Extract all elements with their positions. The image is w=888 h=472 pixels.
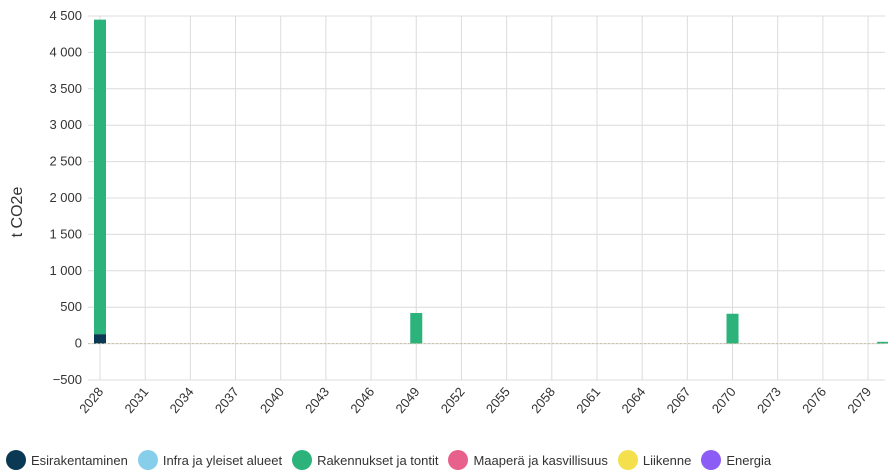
y-tick-label: 3 000 xyxy=(49,117,82,132)
x-tick-label: 2031 xyxy=(121,384,151,416)
legend: Esirakentaminen Infra ja yleiset alueet Ra… xyxy=(0,448,888,472)
legend-label: Energia xyxy=(726,452,772,468)
x-tick-label: 2076 xyxy=(799,384,829,416)
x-tick-label: 2073 xyxy=(754,384,784,416)
x-axis-ticks: 2028 2031 2034 2037 2040 2043 2046 2049 2052 2055… xyxy=(76,384,874,416)
y-tick-label: 4 500 xyxy=(49,8,82,23)
legend-label: Maaperä ja kasvillisuus xyxy=(473,452,608,468)
y-tick-label: 2 000 xyxy=(49,190,82,205)
x-tick-label: 2034 xyxy=(167,384,197,416)
legend-label: Esirakentaminen xyxy=(31,452,128,468)
bar-2080 xyxy=(877,341,888,344)
y-axis-ticks: 4 500 4 000 3 500 3 000 2 500 2 000 1 500 1 000… xyxy=(49,8,82,387)
x-tick-label: 2067 xyxy=(664,384,694,416)
y-tick-label: 3 500 xyxy=(49,81,82,96)
legend-swatch xyxy=(617,450,638,470)
x-tick-label: 2046 xyxy=(347,384,377,416)
bar-2049 xyxy=(410,313,423,344)
y-axis-label: t CO2e xyxy=(9,187,26,238)
legend-item[interactable]: Maaperä ja kasvillisuus xyxy=(448,450,608,470)
y-tick-label: 1 000 xyxy=(49,263,82,278)
bar-2028 xyxy=(94,334,106,344)
y-tick-label: 0 xyxy=(75,336,82,351)
legend-label: Rakennukset ja tontit xyxy=(317,452,439,468)
x-tick-label: 2058 xyxy=(528,384,558,416)
x-tick-label: 2070 xyxy=(709,384,739,416)
chart-area: 4 500 4 000 3 500 3 000 2 500 2 000 1 500 1 000… xyxy=(9,8,888,416)
legend-item[interactable]: Esirakentaminen xyxy=(6,450,128,470)
legend-item[interactable]: Energia xyxy=(701,450,771,470)
legend-item[interactable]: Liikenne xyxy=(617,450,692,470)
x-tick-label: 2028 xyxy=(76,384,106,416)
y-tick-label: 500 xyxy=(60,299,82,314)
legend-swatch xyxy=(292,450,313,470)
bar-2028 xyxy=(94,19,106,335)
x-tick-label: 2055 xyxy=(483,384,513,416)
x-tick-label: 2043 xyxy=(302,384,332,416)
legend-swatch xyxy=(448,450,469,470)
gridlines xyxy=(88,15,885,381)
y-tick-label: −500 xyxy=(53,372,82,387)
legend-swatch xyxy=(137,450,158,470)
x-tick-label: 2061 xyxy=(573,384,603,416)
x-tick-label: 2049 xyxy=(392,384,422,416)
x-tick-label: 2052 xyxy=(438,384,468,416)
x-tick-label: 2037 xyxy=(212,384,242,416)
legend-item[interactable]: Rakennukset ja tontit xyxy=(292,450,438,470)
legend-label: Liikenne xyxy=(642,452,692,468)
x-tick-label: 2064 xyxy=(618,384,648,416)
legend-swatch xyxy=(701,450,722,470)
y-tick-label: 1 500 xyxy=(49,226,82,241)
legend-swatch xyxy=(6,450,26,470)
bars xyxy=(88,19,888,345)
legend-label: Infra ja yleiset alueet xyxy=(162,452,283,468)
bar-2070 xyxy=(726,313,739,344)
y-tick-label: 2 500 xyxy=(49,154,82,169)
y-tick-label: 4 000 xyxy=(49,44,82,59)
x-tick-label: 2040 xyxy=(257,384,287,416)
x-tick-label: 2079 xyxy=(844,384,874,416)
legend-item[interactable]: Infra ja yleiset alueet xyxy=(137,450,283,470)
